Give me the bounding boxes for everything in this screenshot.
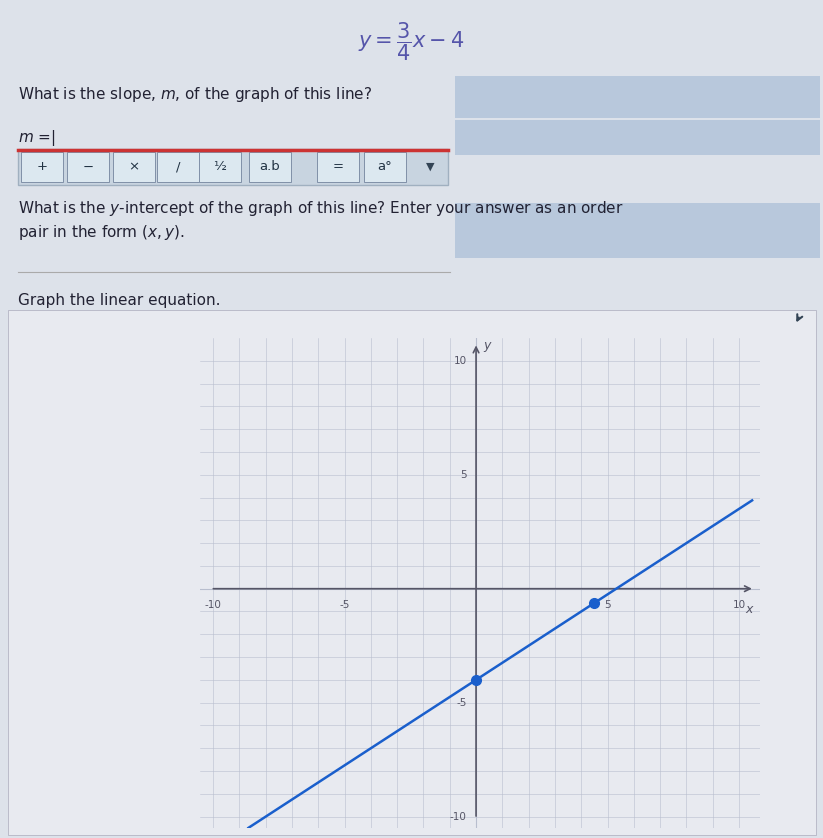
FancyBboxPatch shape bbox=[18, 149, 448, 185]
Text: -5: -5 bbox=[457, 698, 467, 707]
FancyBboxPatch shape bbox=[455, 203, 820, 258]
FancyBboxPatch shape bbox=[249, 152, 291, 182]
Text: a.b: a.b bbox=[259, 161, 281, 173]
FancyBboxPatch shape bbox=[21, 152, 63, 182]
Text: pair in the form $(x, y)$.: pair in the form $(x, y)$. bbox=[18, 223, 184, 241]
Text: -10: -10 bbox=[450, 812, 467, 821]
Text: $y$: $y$ bbox=[483, 340, 493, 354]
Text: 10: 10 bbox=[453, 356, 467, 366]
Text: =: = bbox=[332, 161, 343, 173]
FancyBboxPatch shape bbox=[455, 120, 820, 155]
Text: Graph the linear equation.: Graph the linear equation. bbox=[18, 292, 221, 308]
Text: +: + bbox=[36, 161, 48, 173]
Text: What is the $y$-intercept of the graph of this line? Enter your answer as an ord: What is the $y$-intercept of the graph o… bbox=[18, 199, 624, 218]
FancyBboxPatch shape bbox=[157, 152, 199, 182]
Text: What is the slope, $m$, of the graph of this line?: What is the slope, $m$, of the graph of … bbox=[18, 85, 372, 105]
Text: $y = \dfrac{3}{4}x - 4$: $y = \dfrac{3}{4}x - 4$ bbox=[358, 21, 464, 63]
Text: $m$ =|: $m$ =| bbox=[18, 128, 56, 148]
Text: ×: × bbox=[128, 161, 140, 173]
Text: /: / bbox=[176, 161, 180, 173]
Text: 5: 5 bbox=[604, 600, 611, 610]
FancyBboxPatch shape bbox=[199, 152, 241, 182]
FancyBboxPatch shape bbox=[113, 152, 155, 182]
Text: -10: -10 bbox=[205, 600, 221, 610]
FancyBboxPatch shape bbox=[364, 152, 406, 182]
Text: $x$: $x$ bbox=[745, 603, 755, 616]
FancyBboxPatch shape bbox=[8, 310, 816, 835]
Text: −: − bbox=[82, 161, 94, 173]
Text: a°: a° bbox=[378, 161, 393, 173]
Text: -5: -5 bbox=[339, 600, 350, 610]
Text: ▼: ▼ bbox=[425, 162, 435, 172]
Text: 10: 10 bbox=[732, 600, 746, 610]
FancyBboxPatch shape bbox=[455, 76, 820, 118]
FancyBboxPatch shape bbox=[317, 152, 359, 182]
Text: ½: ½ bbox=[213, 161, 226, 173]
Text: 5: 5 bbox=[460, 470, 467, 479]
FancyBboxPatch shape bbox=[67, 152, 109, 182]
